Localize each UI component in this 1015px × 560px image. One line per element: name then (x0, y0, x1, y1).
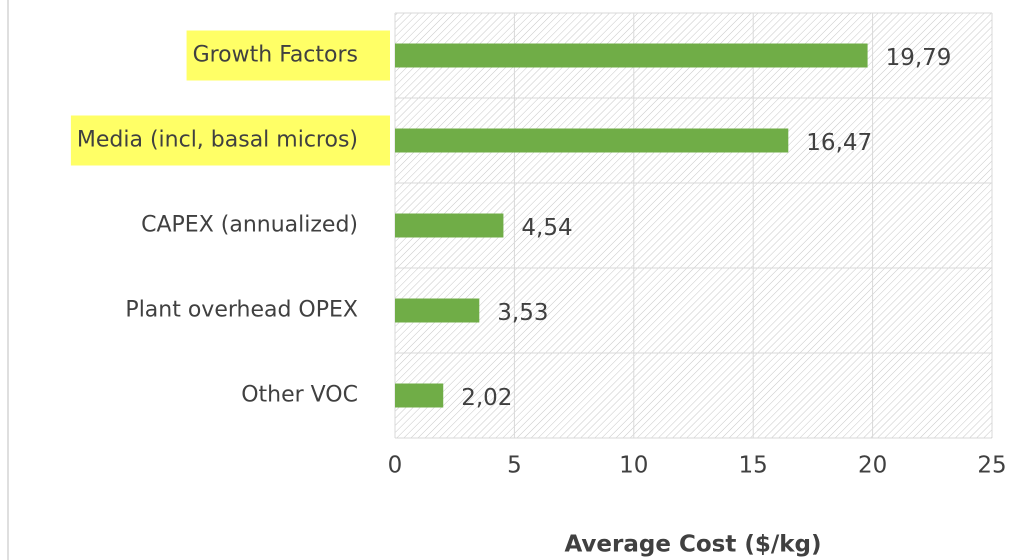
x-tick-label: 25 (977, 453, 1006, 479)
category: Plant overhead OPEX (125, 298, 358, 323)
category: Growth Factors (186, 30, 390, 81)
y-tick-label: Other VOC (241, 383, 358, 408)
y-tick-label: Plant overhead OPEX (125, 298, 358, 323)
category: CAPEX (annualized) (141, 213, 358, 238)
bar (395, 213, 504, 238)
data-label: 16,47 (806, 130, 872, 156)
data-label: 4,54 (521, 215, 572, 241)
x-tick-label: 15 (739, 453, 768, 479)
y-tick-label: Media (incl, basal micros) (77, 128, 358, 153)
category: Other VOC (241, 383, 358, 408)
category: Media (incl, basal micros) (70, 115, 390, 166)
data-label: 3,53 (497, 300, 548, 326)
y-tick-label: Growth Factors (193, 43, 358, 68)
bar (395, 128, 789, 153)
data-label: 19,79 (886, 45, 952, 71)
highlight (186, 30, 390, 81)
data-label: 2,02 (461, 385, 512, 411)
x-axis-title: Average Cost ($/kg) (564, 532, 821, 558)
x-tick-label: 20 (858, 453, 887, 479)
x-tick-label: 10 (619, 453, 648, 479)
y-tick-label: CAPEX (annualized) (141, 213, 358, 238)
x-tick-label: 0 (388, 453, 403, 479)
x-tick-label: 5 (507, 453, 522, 479)
highlight (70, 115, 390, 166)
bar (395, 43, 868, 68)
bar (395, 383, 444, 408)
bar (395, 298, 480, 323)
